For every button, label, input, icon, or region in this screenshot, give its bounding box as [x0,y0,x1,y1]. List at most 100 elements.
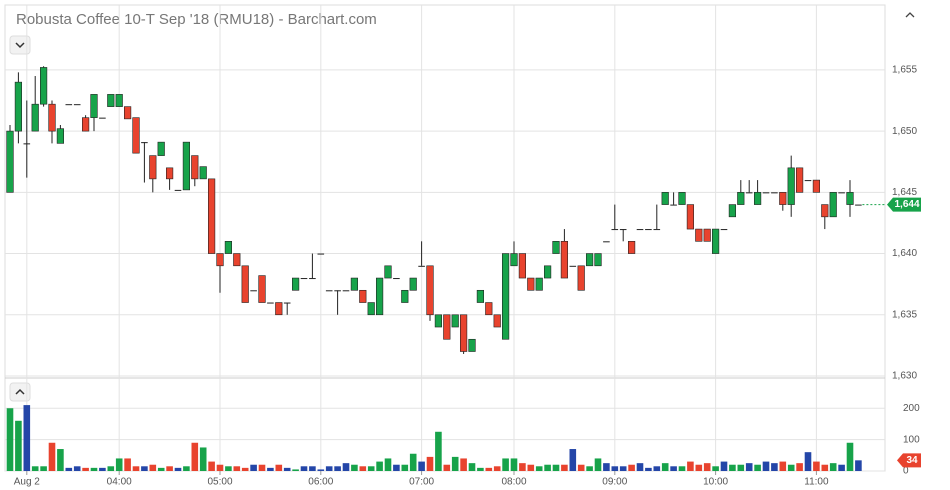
volume-bar [561,464,568,471]
candle-body [224,241,233,254]
last-volume-tag [897,453,921,468]
candle-body [703,228,711,242]
volume-bar [233,466,241,471]
volume-bar [359,466,367,471]
volume-bar [838,464,845,471]
volume-bar [409,453,417,471]
candle-body [115,94,123,107]
button-bg[interactable] [9,382,31,402]
volume-bar [351,464,358,471]
volume-bar [804,452,812,471]
volume-bar [687,461,694,471]
y-tick-label: 1,630 [892,371,917,382]
candle-body [661,192,669,205]
candle-body [291,277,300,291]
volume-bar [334,466,341,471]
candle-body [569,265,577,267]
volume-bar [754,464,761,471]
volume-bar [48,442,56,471]
candle-body [611,229,619,231]
candle-body [737,192,745,205]
candle-body [267,302,274,304]
candle-body [451,314,459,328]
volume-tick-label: 200 [903,403,920,414]
candle-body [124,106,132,120]
volume-bar [57,449,64,471]
candle-body [771,192,778,194]
candle-body [342,290,350,292]
volume-bar [40,466,47,471]
candle-body [745,192,753,194]
volume-bar [183,466,190,471]
volume-bar [653,466,661,471]
chart-title: Robusta Coffee 10-T Sep '18 (RMU18) - Ba… [16,11,377,28]
volume-bar [544,464,551,471]
volume-bar [283,467,291,471]
expand-button[interactable] [9,382,31,402]
volume-bar [703,463,711,471]
candle-body [686,204,694,230]
volume-bar [115,458,123,471]
candle-body [468,338,476,352]
x-tick-label: 10:00 [703,477,728,488]
settings-button[interactable] [903,8,917,22]
candle-body [258,275,266,303]
volume-bar [670,466,677,471]
chevron-up [905,12,915,18]
candle-body [518,253,526,279]
candle-body [56,128,64,144]
button-bg[interactable] [9,35,31,55]
volume-bar [468,463,476,471]
volume-bar [15,420,22,471]
volume-bar [645,467,652,471]
x-tick-label: 11:00 [804,477,829,488]
volume-bar [225,466,232,471]
volume-bar [107,466,115,471]
candle-body [199,166,207,180]
volume-bar [149,464,157,471]
candle-body [577,265,585,291]
candle-body [527,277,535,291]
volume-bar [90,467,98,471]
volume-bar [712,466,719,471]
volume-bar [250,464,257,471]
candle-body [476,289,485,303]
volume-bar [317,469,325,471]
candle-body [418,265,425,267]
volume-bar [325,466,333,471]
volume-bar [787,464,795,471]
volume-bar [132,466,140,471]
candle-body [300,278,308,280]
y-tick-label: 1,650 [892,126,917,137]
candle-body [829,192,837,218]
volume-bar [65,467,73,471]
candle-body [493,314,501,328]
candle-body [350,277,359,291]
candle-body [711,228,720,254]
candle-body [174,189,182,191]
collapse-button[interactable] [9,35,31,55]
volume-tick-label: 0 [903,466,909,477]
candle-body [157,141,165,156]
volume-bar [745,463,753,471]
volume-bar [829,463,837,471]
candle-body [166,167,174,180]
candle-body [107,94,115,107]
button-bg[interactable] [903,8,917,22]
candle-body [753,192,762,205]
candle-body [401,289,409,303]
candle-body [141,142,148,144]
volume-bar [485,467,493,471]
volume-bar [401,464,409,471]
chevron-down [15,42,25,49]
volume-bar [199,447,207,471]
x-tick-label: 05:00 [207,477,232,488]
volume-bar [82,467,89,471]
candle-body [384,265,392,279]
x-tick-label: 08:00 [501,477,526,488]
candle-body [443,314,451,340]
last-price-tag [887,197,921,212]
volume-bar [435,431,442,471]
volume-bar [771,463,778,471]
